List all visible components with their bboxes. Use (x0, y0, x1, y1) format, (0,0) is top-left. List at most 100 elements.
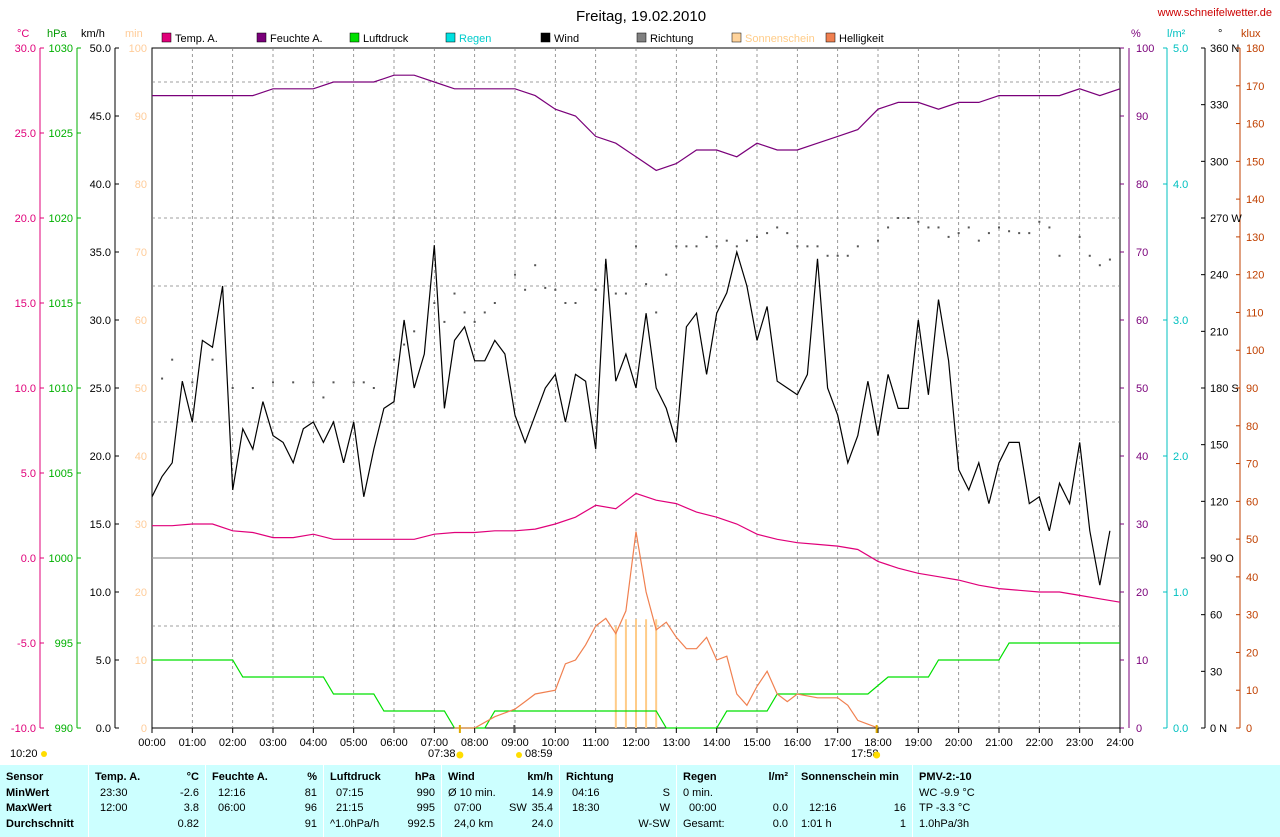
humidity-tick-label: 80 (1136, 179, 1148, 191)
direction-point (937, 226, 940, 229)
brightness-tick-label: 10 (1246, 685, 1258, 697)
helligkeit-line (454, 531, 879, 729)
pressure-max-value: 995 (416, 802, 435, 814)
x-tick-label: 05:00 (340, 737, 368, 749)
direction-point (1048, 226, 1051, 229)
temp-a-line (152, 492, 1121, 603)
wind-tick-label: 10.0 (90, 587, 111, 599)
direction-point (715, 245, 718, 248)
direction-point (735, 245, 738, 248)
direction-tick-label: 60 (1210, 610, 1222, 622)
pressure-header: Luftdruck (330, 771, 381, 783)
rain-max-time: 00:00 (689, 802, 717, 814)
unit-sun: min (125, 28, 143, 40)
pressure-tick-label: 1010 (49, 383, 73, 395)
unit-brightness: klux (1241, 28, 1261, 40)
direction-tick-label: 180 S (1210, 383, 1239, 395)
brightness-tick-label: 40 (1246, 572, 1258, 584)
humidity-min-time: 12:16 (218, 787, 246, 799)
wind-tick-label: 35.0 (90, 247, 111, 259)
direction-point (524, 288, 527, 291)
x-tick-label: 14:00 (703, 737, 731, 749)
humidity-max-time: 06:00 (218, 802, 246, 814)
direction-max-value: W (659, 802, 670, 814)
brightness-tick-label: 100 (1246, 345, 1264, 357)
direction-point (776, 226, 779, 229)
humidity-tick-label: 10 (1136, 655, 1148, 667)
rain-tick-label: 2.0 (1173, 451, 1188, 463)
brightness-tick-label: 90 (1246, 383, 1258, 395)
pressure-tick-label: 1000 (49, 553, 73, 565)
direction-point (211, 358, 214, 361)
wind-max-time: 07:00 (454, 802, 482, 814)
direction-point (403, 343, 406, 346)
pressure-avg-value: 992.5 (407, 818, 435, 830)
rain-unit: l/m² (768, 771, 788, 783)
x-tick-label: 10:00 (542, 737, 570, 749)
rain-tick-label: 5.0 (1173, 43, 1188, 55)
direction-point (806, 245, 809, 248)
brightness-tick-label: 120 (1246, 270, 1264, 282)
divider (323, 765, 324, 837)
temp-tick-label: 20.0 (15, 213, 36, 225)
wind-avg10-label: Ø 10 min. (448, 787, 496, 799)
wind-tick-label: 40.0 (90, 179, 111, 191)
direction-tick-label: 120 (1210, 496, 1228, 508)
rain-header: Regen (683, 771, 717, 783)
x-tick-label: 20:00 (945, 737, 973, 749)
humidity-max-value: 96 (304, 802, 317, 814)
pressure-min-time: 07:15 (336, 787, 364, 799)
direction-point (544, 286, 547, 289)
sun-tick-label: 0 (141, 723, 147, 735)
direction-point (665, 273, 668, 276)
direction-point (1058, 254, 1061, 257)
x-tick-label: 03:00 (259, 737, 287, 749)
direction-point (907, 217, 910, 219)
x-tick-label: 09:00 (501, 737, 529, 749)
divider (912, 765, 913, 837)
unit-humidity: % (1131, 28, 1141, 40)
direction-tick-label: 150 (1210, 440, 1228, 452)
plot-area (151, 74, 1121, 729)
sun-tick-label: 50 (135, 383, 147, 395)
legend-label: Helligkeit (839, 33, 884, 45)
direction-point (624, 292, 627, 295)
temp-tick-label: 0.0 (21, 553, 36, 565)
direction-point (917, 220, 920, 223)
x-axis: 00:00 01:00 02:00 03:00 04:00 05:00 06:00 07:00… (138, 728, 1134, 749)
humidity-tick-label: 70 (1136, 247, 1148, 259)
brightness-tick-label: 150 (1246, 156, 1264, 168)
temp-tick-label: -5.0 (17, 638, 36, 650)
divider (794, 765, 795, 837)
direction-point (332, 381, 335, 384)
humidity-unit: % (307, 771, 317, 783)
wind-tick-label: 15.0 (90, 519, 111, 531)
humidity-header: Feuchte A. (212, 771, 268, 783)
sun-tick-label: 70 (135, 247, 147, 259)
wind-max-value: 35.4 (531, 802, 553, 814)
pmv-pressure-trend: 1.0hPa/3h (919, 818, 970, 830)
sunshine-max-time: 12:16 (809, 802, 837, 814)
wind-tick-label: 25.0 (90, 383, 111, 395)
sun-icon (873, 751, 881, 759)
direction-point (171, 358, 174, 361)
sunset-label: 17:58 (851, 748, 879, 760)
direction-point (1088, 254, 1091, 257)
direction-point (191, 381, 194, 384)
legend-label: Sonnenschein (745, 33, 815, 45)
direction-point (1078, 235, 1081, 238)
temp-header: Temp. A. (95, 771, 141, 783)
sun-events: 10:20 07:38 08:59 17:58 (10, 725, 881, 760)
wind-avg-value: 24.0 (531, 818, 553, 830)
chart-title: Freitag, 19.02.2010 (576, 8, 706, 25)
unit-rain: l/m² (1167, 28, 1186, 40)
unit-pressure: hPa (47, 28, 67, 40)
pmv-windchill: WC -9.9 °C (919, 787, 975, 799)
humidity-tick-label: 50 (1136, 383, 1148, 395)
wind-distance: 24,0 km (454, 818, 494, 830)
pressure-tick-label: 1005 (49, 468, 73, 480)
brightness-tick-label: 160 (1246, 119, 1264, 131)
pressure-unit: hPa (414, 771, 435, 783)
sun-icon (41, 751, 47, 757)
pressure-min-value: 990 (416, 787, 435, 799)
